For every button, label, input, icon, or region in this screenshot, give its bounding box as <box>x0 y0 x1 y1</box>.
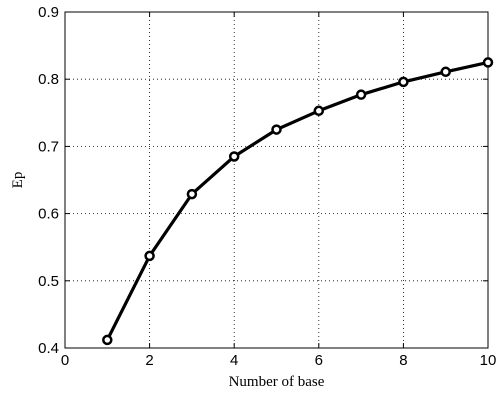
data-point <box>398 76 409 88</box>
y-tick-label: 0.7 <box>38 138 59 155</box>
y-axis-label: Ep <box>10 172 26 189</box>
y-tick-label: 0.5 <box>38 273 59 290</box>
data-point <box>482 57 494 68</box>
x-axis-label: Number of base <box>229 374 325 390</box>
x-tick-label: 10 <box>480 352 497 369</box>
x-tick-label: 0 <box>61 352 69 369</box>
y-tick-label: 0.6 <box>38 206 59 223</box>
data-point <box>186 188 198 200</box>
plot-area-frame <box>64 11 489 349</box>
y-tick-label: 0.8 <box>38 71 59 88</box>
x-tick-label: 8 <box>399 352 407 369</box>
data-point <box>102 334 113 346</box>
data-point <box>313 105 325 117</box>
data-point <box>271 124 282 135</box>
data-point <box>440 66 451 78</box>
data-point <box>228 151 240 162</box>
data-point <box>144 250 155 262</box>
series-line <box>105 60 489 341</box>
y-tick-labels: 0.4 0.5 0.6 0.7 0.8 0.9 <box>38 4 59 357</box>
x-tick-labels: 0 2 4 6 8 10 <box>61 352 497 369</box>
y-tick-label: 0.9 <box>38 4 59 21</box>
x-tick-label: 4 <box>230 352 238 369</box>
data-point <box>355 89 367 100</box>
x-tick-label: 2 <box>145 352 153 369</box>
y-tick-label: 0.4 <box>38 340 59 357</box>
data-series <box>102 57 494 346</box>
x-tick-label: 6 <box>315 352 323 369</box>
